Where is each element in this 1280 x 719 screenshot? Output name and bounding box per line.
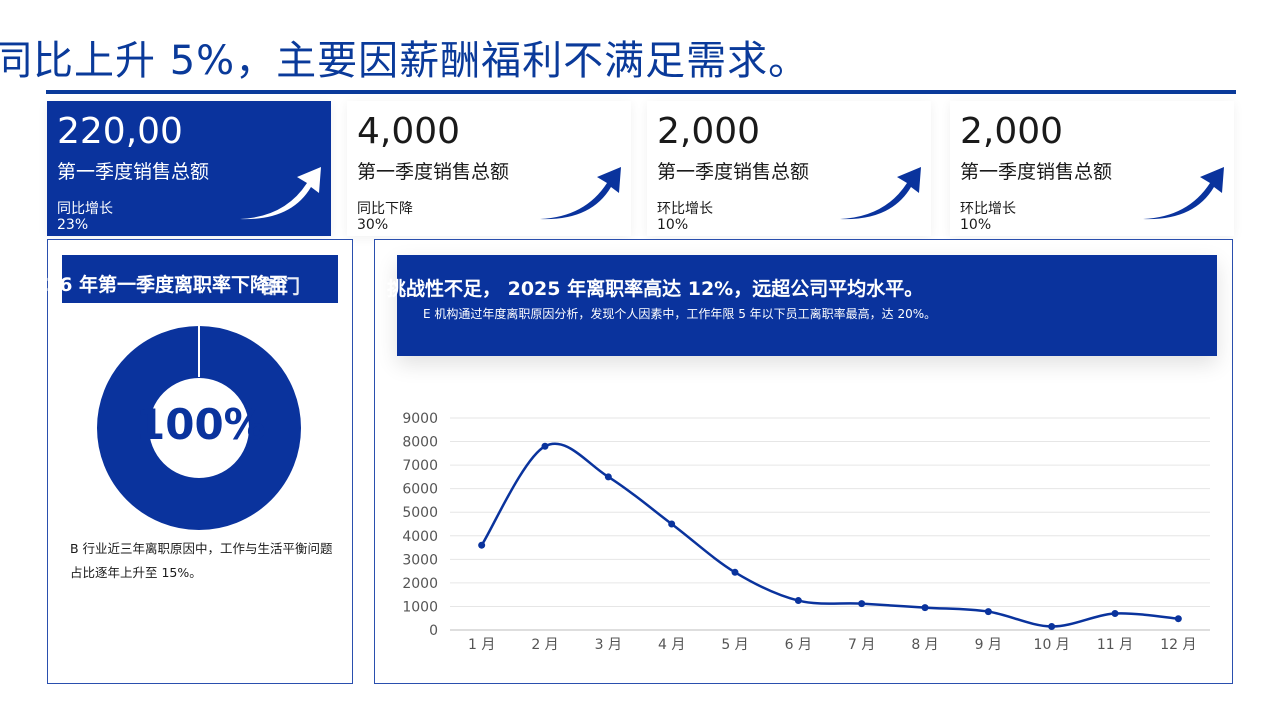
- y-tick-label: 4000: [402, 529, 438, 545]
- left-title-bar: [62, 255, 338, 303]
- left-panel-title: 26 年第一季度离职率下降至: [46, 274, 289, 296]
- x-tick-label: 8 月: [911, 637, 938, 653]
- left-panel-overlay-text: 部门: [262, 276, 301, 298]
- donut-label: 100%: [136, 400, 266, 449]
- x-tick-label: 4 月: [658, 637, 685, 653]
- data-point: [478, 541, 486, 549]
- y-tick-label: 7000: [402, 458, 438, 474]
- x-tick-label: 1 月: [468, 637, 495, 653]
- kpi-value: 2,000: [960, 111, 1064, 152]
- kpi-sub: 同比下降: [357, 201, 413, 217]
- x-tick-label: 10 月: [1034, 637, 1070, 653]
- data-point: [921, 604, 929, 612]
- x-tick-label: 7 月: [848, 637, 875, 653]
- kpi-card-4: 2,000 第一季度销售总额 环比增长 10%: [950, 101, 1234, 236]
- y-tick-label: 3000: [402, 552, 438, 568]
- data-point: [668, 520, 676, 528]
- kpi-pct: 10%: [960, 217, 992, 233]
- y-tick-label: 0: [429, 623, 438, 639]
- kpi-value: 2,000: [657, 111, 761, 152]
- up-arrow-icon: [1143, 167, 1224, 220]
- right-panel-title: 挑战性不足， 2025 年离职率高达 12%，远超公司平均水平。: [387, 278, 924, 300]
- y-tick-label: 2000: [402, 576, 438, 592]
- data-point: [1174, 615, 1182, 623]
- kpi-pct: 10%: [657, 217, 689, 233]
- x-tick-label: 6 月: [785, 637, 812, 653]
- data-point: [1048, 622, 1056, 630]
- kpi-label: 第一季度销售总额: [657, 161, 810, 183]
- donut-chart: [97, 325, 301, 530]
- kpi-sub: 环比增长: [960, 201, 1016, 217]
- data-point: [984, 608, 992, 616]
- x-tick-label: 2 月: [531, 637, 558, 653]
- y-tick-label: 6000: [402, 482, 438, 498]
- y-tick-label: 5000: [402, 505, 438, 521]
- up-arrow-icon: [540, 167, 621, 220]
- x-tick-label: 9 月: [975, 637, 1002, 653]
- data-point: [794, 597, 802, 605]
- data-point: [541, 442, 549, 450]
- data-point: [858, 600, 866, 608]
- kpi-pct: 30%: [357, 217, 389, 233]
- kpi-label: 第一季度销售总额: [57, 161, 210, 183]
- right-title-bar: [397, 255, 1217, 356]
- up-arrow-icon: [240, 167, 321, 220]
- kpi-card-2: 4,000 第一季度销售总额 同比下降 30%: [347, 101, 631, 236]
- kpi-sub: 同比增长: [57, 201, 113, 217]
- left-panel: [47, 239, 353, 684]
- up-arrow-icon: [840, 167, 921, 220]
- kpi-pct: 23%: [57, 217, 89, 233]
- data-point: [731, 568, 739, 576]
- kpi-label: 第一季度销售总额: [357, 161, 510, 183]
- x-tick-label: 12 月: [1160, 637, 1196, 653]
- page-headline: 同比上升 5%，主要因薪酬福利不满足需求。: [0, 38, 810, 84]
- kpi-card-1: 220,00 第一季度销售总额 同比增长 23%: [47, 101, 331, 236]
- kpi-value: 220,00: [57, 111, 183, 152]
- kpi-value: 4,000: [357, 111, 461, 152]
- line-chart: 0 1000 2000 3000 4000 5000 6000 7000 8000 9000 1 月…: [402, 411, 1210, 653]
- kpi-card-3: 2,000 第一季度销售总额 环比增长 10%: [647, 101, 931, 236]
- kpi-sub: 环比增长: [657, 201, 713, 217]
- y-tick-label: 1000: [402, 599, 438, 615]
- left-panel-note: B 行业近三年离职原因中，工作与生活平衡问题占比逐年上升至 15%。: [70, 541, 333, 580]
- series-line: [480, 442, 1179, 628]
- data-point: [1111, 610, 1119, 618]
- data-point: [604, 473, 612, 481]
- kpi-label: 第一季度销售总额: [960, 161, 1113, 183]
- header-rule: [46, 90, 1236, 94]
- x-tick-label: 3 月: [595, 637, 622, 653]
- x-tick-label: 11 月: [1097, 637, 1133, 653]
- right-panel-description: E 机构通过年度离职原因分析，发现个人因素中，工作年限 5 年以下员工离职率最高…: [423, 307, 937, 321]
- y-tick-label: 9000: [402, 411, 438, 427]
- x-tick-label: 5 月: [721, 637, 748, 653]
- y-tick-label: 8000: [402, 435, 438, 451]
